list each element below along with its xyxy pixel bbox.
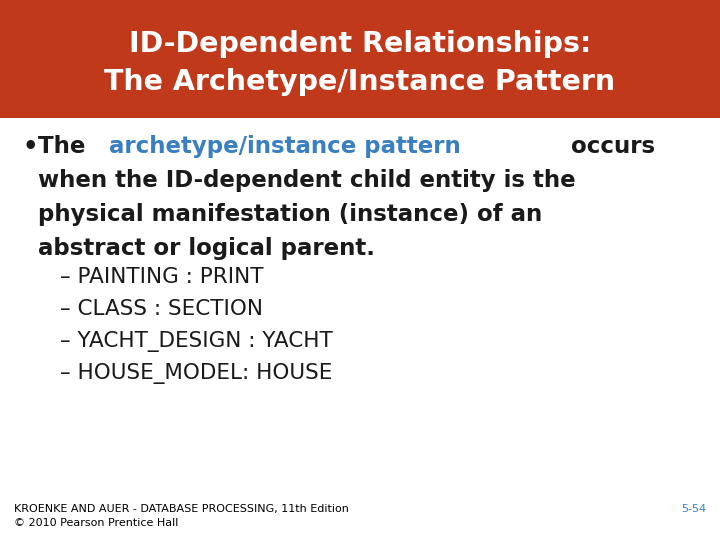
Text: – YACHT_DESIGN : YACHT: – YACHT_DESIGN : YACHT	[60, 331, 333, 352]
Text: – CLASS : SECTION: – CLASS : SECTION	[60, 299, 263, 319]
Text: The Archetype/Instance Pattern: The Archetype/Instance Pattern	[104, 68, 616, 96]
Text: © 2010 Pearson Prentice Hall: © 2010 Pearson Prentice Hall	[14, 518, 179, 528]
Text: ID-Dependent Relationships:: ID-Dependent Relationships:	[129, 30, 591, 58]
Text: archetype/instance pattern: archetype/instance pattern	[109, 135, 462, 158]
Text: – PAINTING : PRINT: – PAINTING : PRINT	[60, 267, 264, 287]
Text: physical manifestation (instance) of an: physical manifestation (instance) of an	[38, 203, 542, 226]
Text: The: The	[38, 135, 94, 158]
Text: KROENKE AND AUER - DATABASE PROCESSING, 11th Edition: KROENKE AND AUER - DATABASE PROCESSING, …	[14, 504, 349, 514]
Text: – HOUSE_MODEL: HOUSE: – HOUSE_MODEL: HOUSE	[60, 363, 333, 384]
FancyBboxPatch shape	[0, 0, 720, 118]
Text: when the ID-dependent child entity is the: when the ID-dependent child entity is th…	[38, 169, 575, 192]
Text: occurs: occurs	[563, 135, 655, 158]
Text: 5-54: 5-54	[681, 504, 706, 514]
Text: •: •	[22, 135, 37, 159]
Text: abstract or logical parent.: abstract or logical parent.	[38, 237, 375, 260]
